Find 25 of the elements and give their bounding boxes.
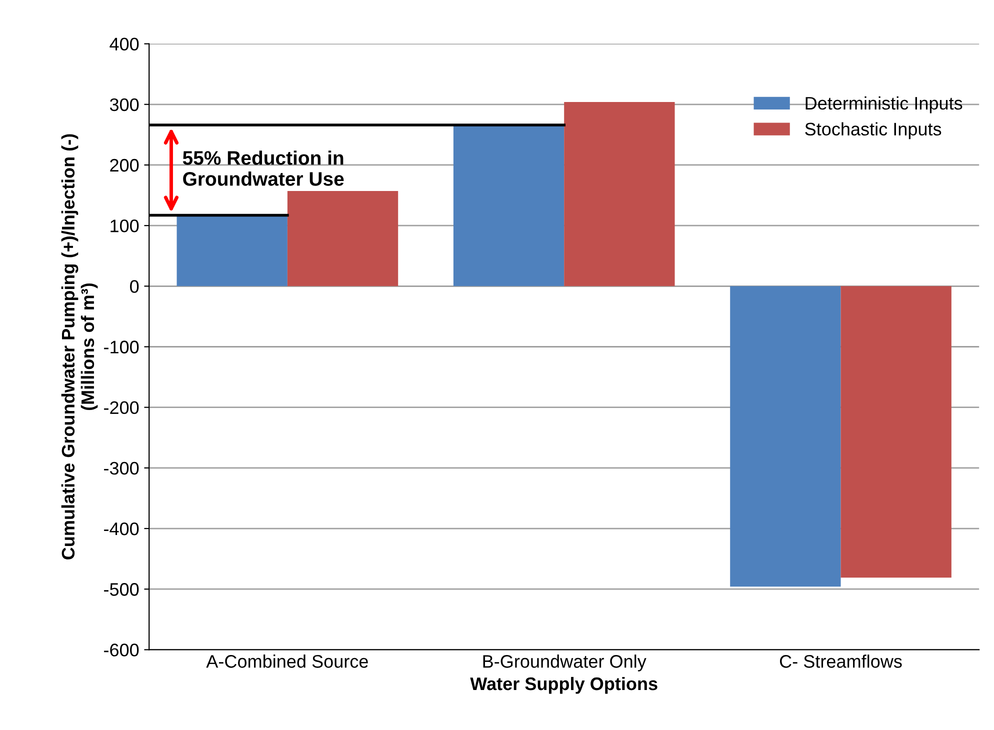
y-tick-label: 200 <box>110 158 139 172</box>
bar <box>840 286 952 578</box>
y-tick-label: -100 <box>104 340 139 354</box>
bar <box>176 215 288 286</box>
bar <box>453 124 564 286</box>
legend-label: Stochastic Inputs <box>805 122 942 140</box>
x-axis-title: Water Supply Options <box>470 676 658 694</box>
y-tick-label: -300 <box>104 462 139 475</box>
y-tick-label: -500 <box>104 583 139 596</box>
annotation: 55% Reduction in Groundwater Use <box>182 150 344 186</box>
y-tick-label: 300 <box>110 98 139 112</box>
y-tick-label: -200 <box>104 401 139 414</box>
bar <box>564 102 675 286</box>
bar <box>287 191 398 286</box>
x-tick-label: A-Combined Source <box>206 654 368 668</box>
y-tick-label: 100 <box>110 220 139 232</box>
y-tick-label: 0 <box>130 280 139 293</box>
bar <box>730 286 841 587</box>
y-tick-label: 400 <box>110 38 139 51</box>
legend-label: Deterministic Inputs <box>806 96 962 114</box>
x-tick-label: B-Groundwater Only <box>483 654 646 672</box>
y-tick-label: -400 <box>104 522 139 536</box>
y-axis-title: Cumulative Groundwater Pumping (+)/Injection (-) (Millions of m³) <box>61 134 98 560</box>
y-tick-label: -600 <box>104 644 139 656</box>
x-tick-label: C- Streamflows <box>780 654 902 668</box>
